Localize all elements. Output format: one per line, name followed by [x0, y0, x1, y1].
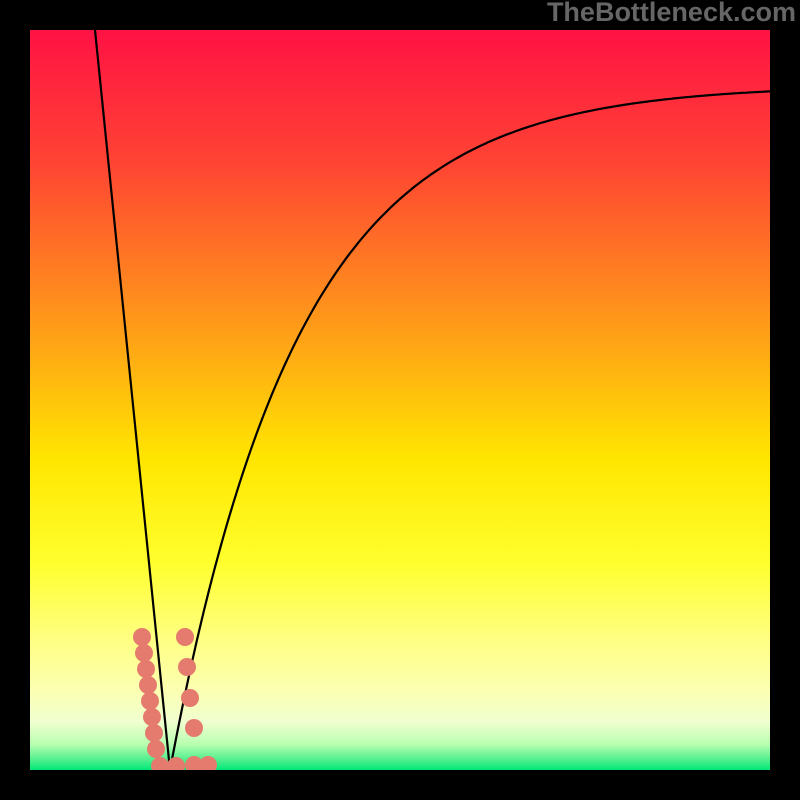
data-marker — [143, 708, 161, 726]
data-marker — [133, 628, 151, 646]
data-marker — [199, 756, 217, 770]
chart-root: TheBottleneck.com — [0, 0, 800, 800]
data-marker — [176, 628, 194, 646]
plot-area — [30, 30, 770, 770]
data-marker — [135, 644, 153, 662]
data-marker — [141, 692, 159, 710]
data-marker — [139, 676, 157, 694]
data-marker — [181, 689, 199, 707]
chart-svg — [30, 30, 770, 770]
watermark-text: TheBottleneck.com — [547, 0, 796, 28]
data-marker — [145, 724, 163, 742]
curve-right-branch — [170, 91, 770, 770]
data-marker — [178, 658, 196, 676]
data-marker — [137, 660, 155, 678]
curve-left-branch — [95, 30, 170, 770]
data-marker — [151, 757, 169, 770]
data-marker — [147, 740, 165, 758]
curve-layer — [95, 30, 770, 770]
data-marker — [185, 719, 203, 737]
